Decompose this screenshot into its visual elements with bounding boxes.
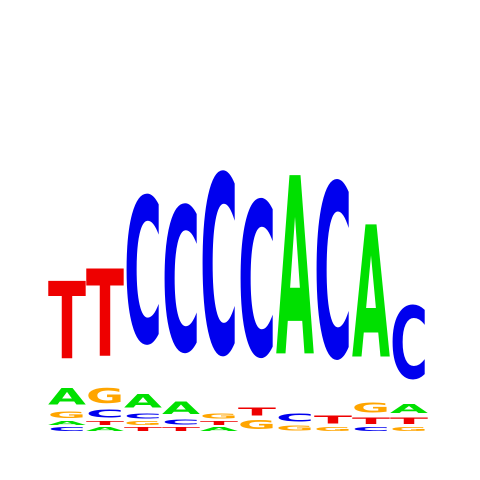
logo-letter-t: T xyxy=(314,414,353,426)
logo-position-8: GTC xyxy=(314,134,353,432)
logo-letter-c: C xyxy=(276,412,314,424)
logo-letter-t: T xyxy=(86,420,124,426)
logo-letter-g: G xyxy=(314,426,352,432)
logo-letter-t: T xyxy=(162,426,200,432)
logo-letter-g: G xyxy=(352,400,390,416)
logo-position-6: GTC xyxy=(238,160,277,432)
logo-letter-t: T xyxy=(200,420,238,426)
logo-letter-c: C xyxy=(390,287,428,402)
logo-letter-c: C xyxy=(124,157,162,390)
logo-letter-g: G xyxy=(124,420,162,426)
logo-letter-t: T xyxy=(238,406,277,418)
logo-letter-c: C xyxy=(200,125,238,411)
logo-letter-g: G xyxy=(276,424,314,432)
logo-letter-g: G xyxy=(200,412,238,420)
logo-letter-t: T xyxy=(48,260,86,384)
logo-letter-a: A xyxy=(48,384,87,410)
logo-letter-c: C xyxy=(352,426,390,432)
logo-letter-c: C xyxy=(238,160,276,406)
logo-letter-t: T xyxy=(124,426,162,432)
logo-letter-a: A xyxy=(352,190,390,400)
logo-letter-a: A xyxy=(48,420,86,426)
logo-letter-g: G xyxy=(48,410,86,420)
logo-letter-a: A xyxy=(162,398,201,418)
logo-position-7: GCA xyxy=(276,126,314,432)
logo-letter-a: A xyxy=(276,126,314,412)
logo-letter-a: A xyxy=(124,390,162,412)
logo-letter-c: C xyxy=(162,167,200,398)
logo-letter-t: T xyxy=(390,416,428,426)
logo-letter-c: C xyxy=(124,412,162,420)
logo-letter-g: G xyxy=(86,385,124,408)
logo-letter-a: A xyxy=(86,426,124,432)
logo-letter-a: A xyxy=(390,402,428,416)
logo-letter-g: G xyxy=(238,418,276,432)
logo-letter-c: C xyxy=(86,408,124,420)
logo-letter-g: G xyxy=(390,426,428,432)
logo-letter-a: A xyxy=(200,426,238,432)
logo-letter-c: C xyxy=(314,134,352,413)
logo-letter-c: C xyxy=(48,426,86,432)
logo-letter-t: T xyxy=(352,416,390,426)
logo-letter-t: T xyxy=(86,245,124,385)
logo-letter-c: C xyxy=(162,418,200,426)
